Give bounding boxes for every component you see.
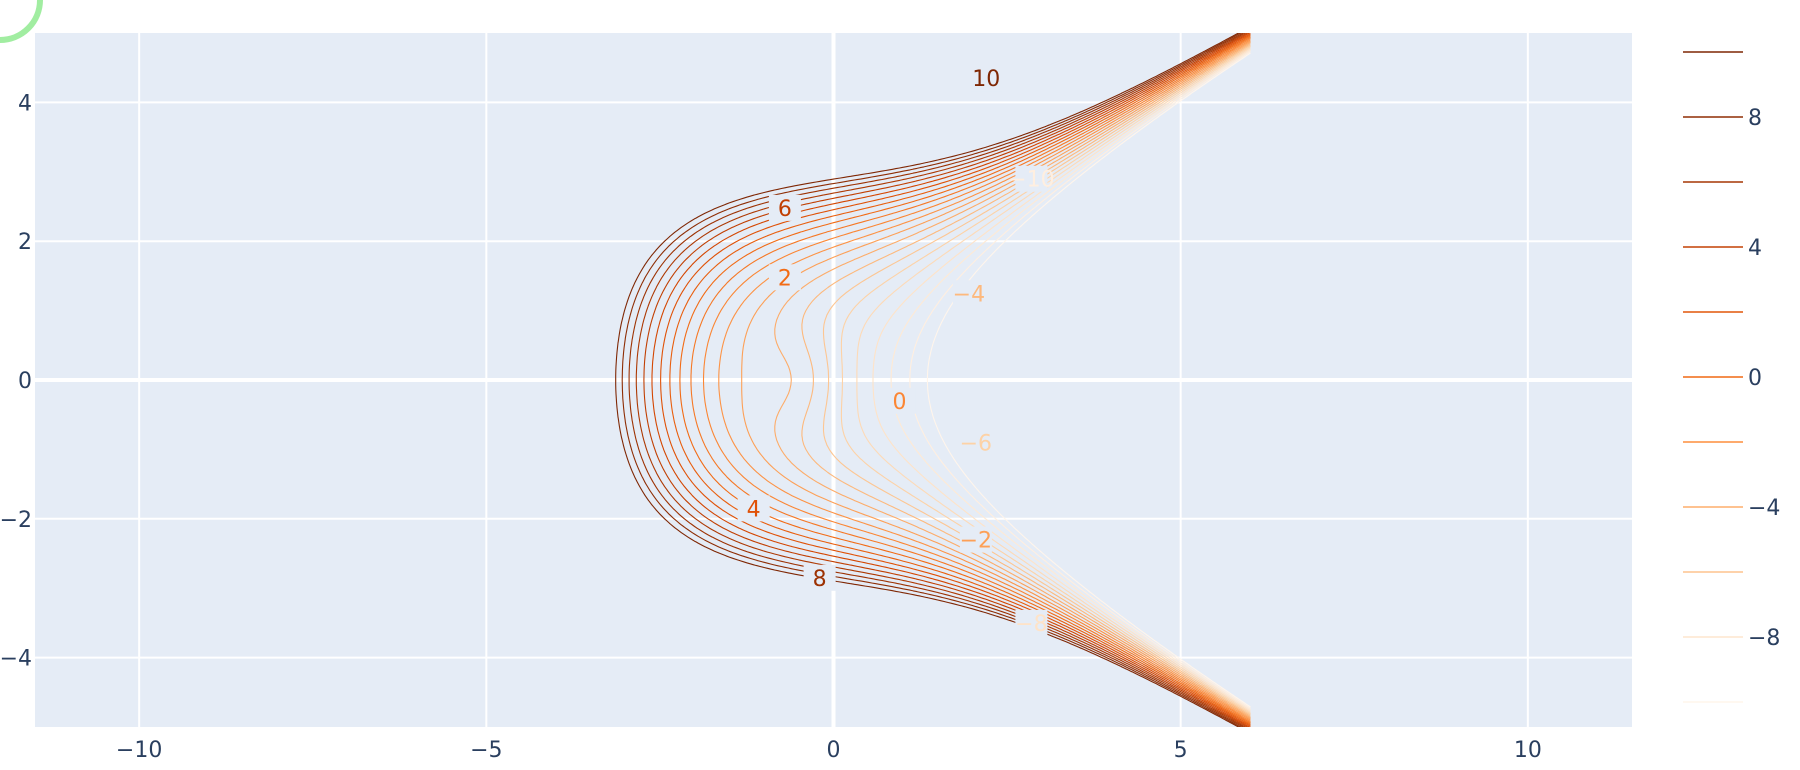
- contour-label: −6: [960, 431, 992, 456]
- contour-label-mask: [959, 526, 992, 553]
- contour-label: 6: [778, 197, 792, 222]
- contour-label: −8: [1015, 612, 1047, 637]
- contour-label-mask: [768, 264, 801, 291]
- contour-line-level-m11: [926, 52, 1251, 708]
- contour-line-level-2: [679, 35, 1251, 725]
- contour-line-level-0: [702, 38, 1251, 722]
- contour-label-mask: [970, 65, 1003, 92]
- contour-label-mask: [803, 564, 836, 591]
- legend-label: −4: [1748, 496, 1780, 521]
- x-tick-label: 0: [827, 738, 841, 763]
- contour-label: −2: [960, 529, 992, 554]
- contour-labels: 10 −10 6 2 −4 0 −6 4 −2 8 −8: [737, 65, 1055, 637]
- contour-line-level-m9: [890, 50, 1251, 710]
- contour-line-level-m1: [718, 39, 1251, 721]
- contour-line-level-4: [660, 33, 1251, 727]
- contour-label: 0: [892, 390, 906, 415]
- contour-line-level-5: [651, 33, 1250, 727]
- contour-line-level-9: [621, 33, 1242, 727]
- contour-line-level-m8: [872, 48, 1251, 712]
- ring-indicator: [0, 0, 43, 43]
- legend-label: −8: [1748, 626, 1780, 651]
- x-tick-label: 10: [1514, 738, 1542, 763]
- contour-label-mask: [1015, 609, 1048, 636]
- contour-line-level-m7: [856, 47, 1251, 713]
- contour-line-level-10: [615, 33, 1239, 727]
- contour-label-mask: [768, 194, 801, 221]
- contour-label: −10: [1008, 168, 1054, 193]
- legend-label: 4: [1748, 236, 1762, 261]
- y-tick-label: −2: [0, 508, 32, 533]
- x-tick-label: −10: [116, 738, 162, 763]
- axis-tick-labels: −10 −5 0 5 10 −4 −2 0 2 4: [0, 91, 1542, 763]
- y-tick-label: 0: [18, 369, 32, 394]
- x-tick-label: −5: [470, 738, 502, 763]
- grid-lines: [35, 33, 1632, 727]
- y-tick-label: 2: [18, 230, 32, 255]
- mode-indicator: [0, 0, 43, 43]
- legend-label: 8: [1748, 106, 1762, 131]
- y-tick-label: −4: [0, 647, 32, 672]
- contour-label: 4: [747, 497, 761, 522]
- contour-line-level-m10: [909, 51, 1251, 709]
- contour-label-mask: [1015, 165, 1048, 192]
- contour-label-mask: [883, 387, 916, 414]
- x-tick-label: 5: [1174, 738, 1188, 763]
- legend-label: 0: [1748, 366, 1762, 391]
- contour-label-mask: [952, 280, 985, 307]
- contour-label: 10: [972, 67, 1000, 92]
- y-tick-label: 4: [18, 91, 32, 116]
- contour-line-level-m6: [840, 45, 1251, 715]
- contour-line-level-1: [690, 36, 1251, 724]
- contour-label-mask: [737, 495, 770, 522]
- contour-line-level-6: [643, 33, 1248, 727]
- contour-label: 8: [813, 567, 827, 592]
- color-legend: 8 4 0 −4 −8: [1683, 51, 1780, 703]
- contour-line-level-3: [669, 34, 1251, 726]
- contour-label-mask: [959, 429, 992, 456]
- contour-label: −4: [953, 282, 985, 307]
- contour-label: 2: [778, 266, 792, 291]
